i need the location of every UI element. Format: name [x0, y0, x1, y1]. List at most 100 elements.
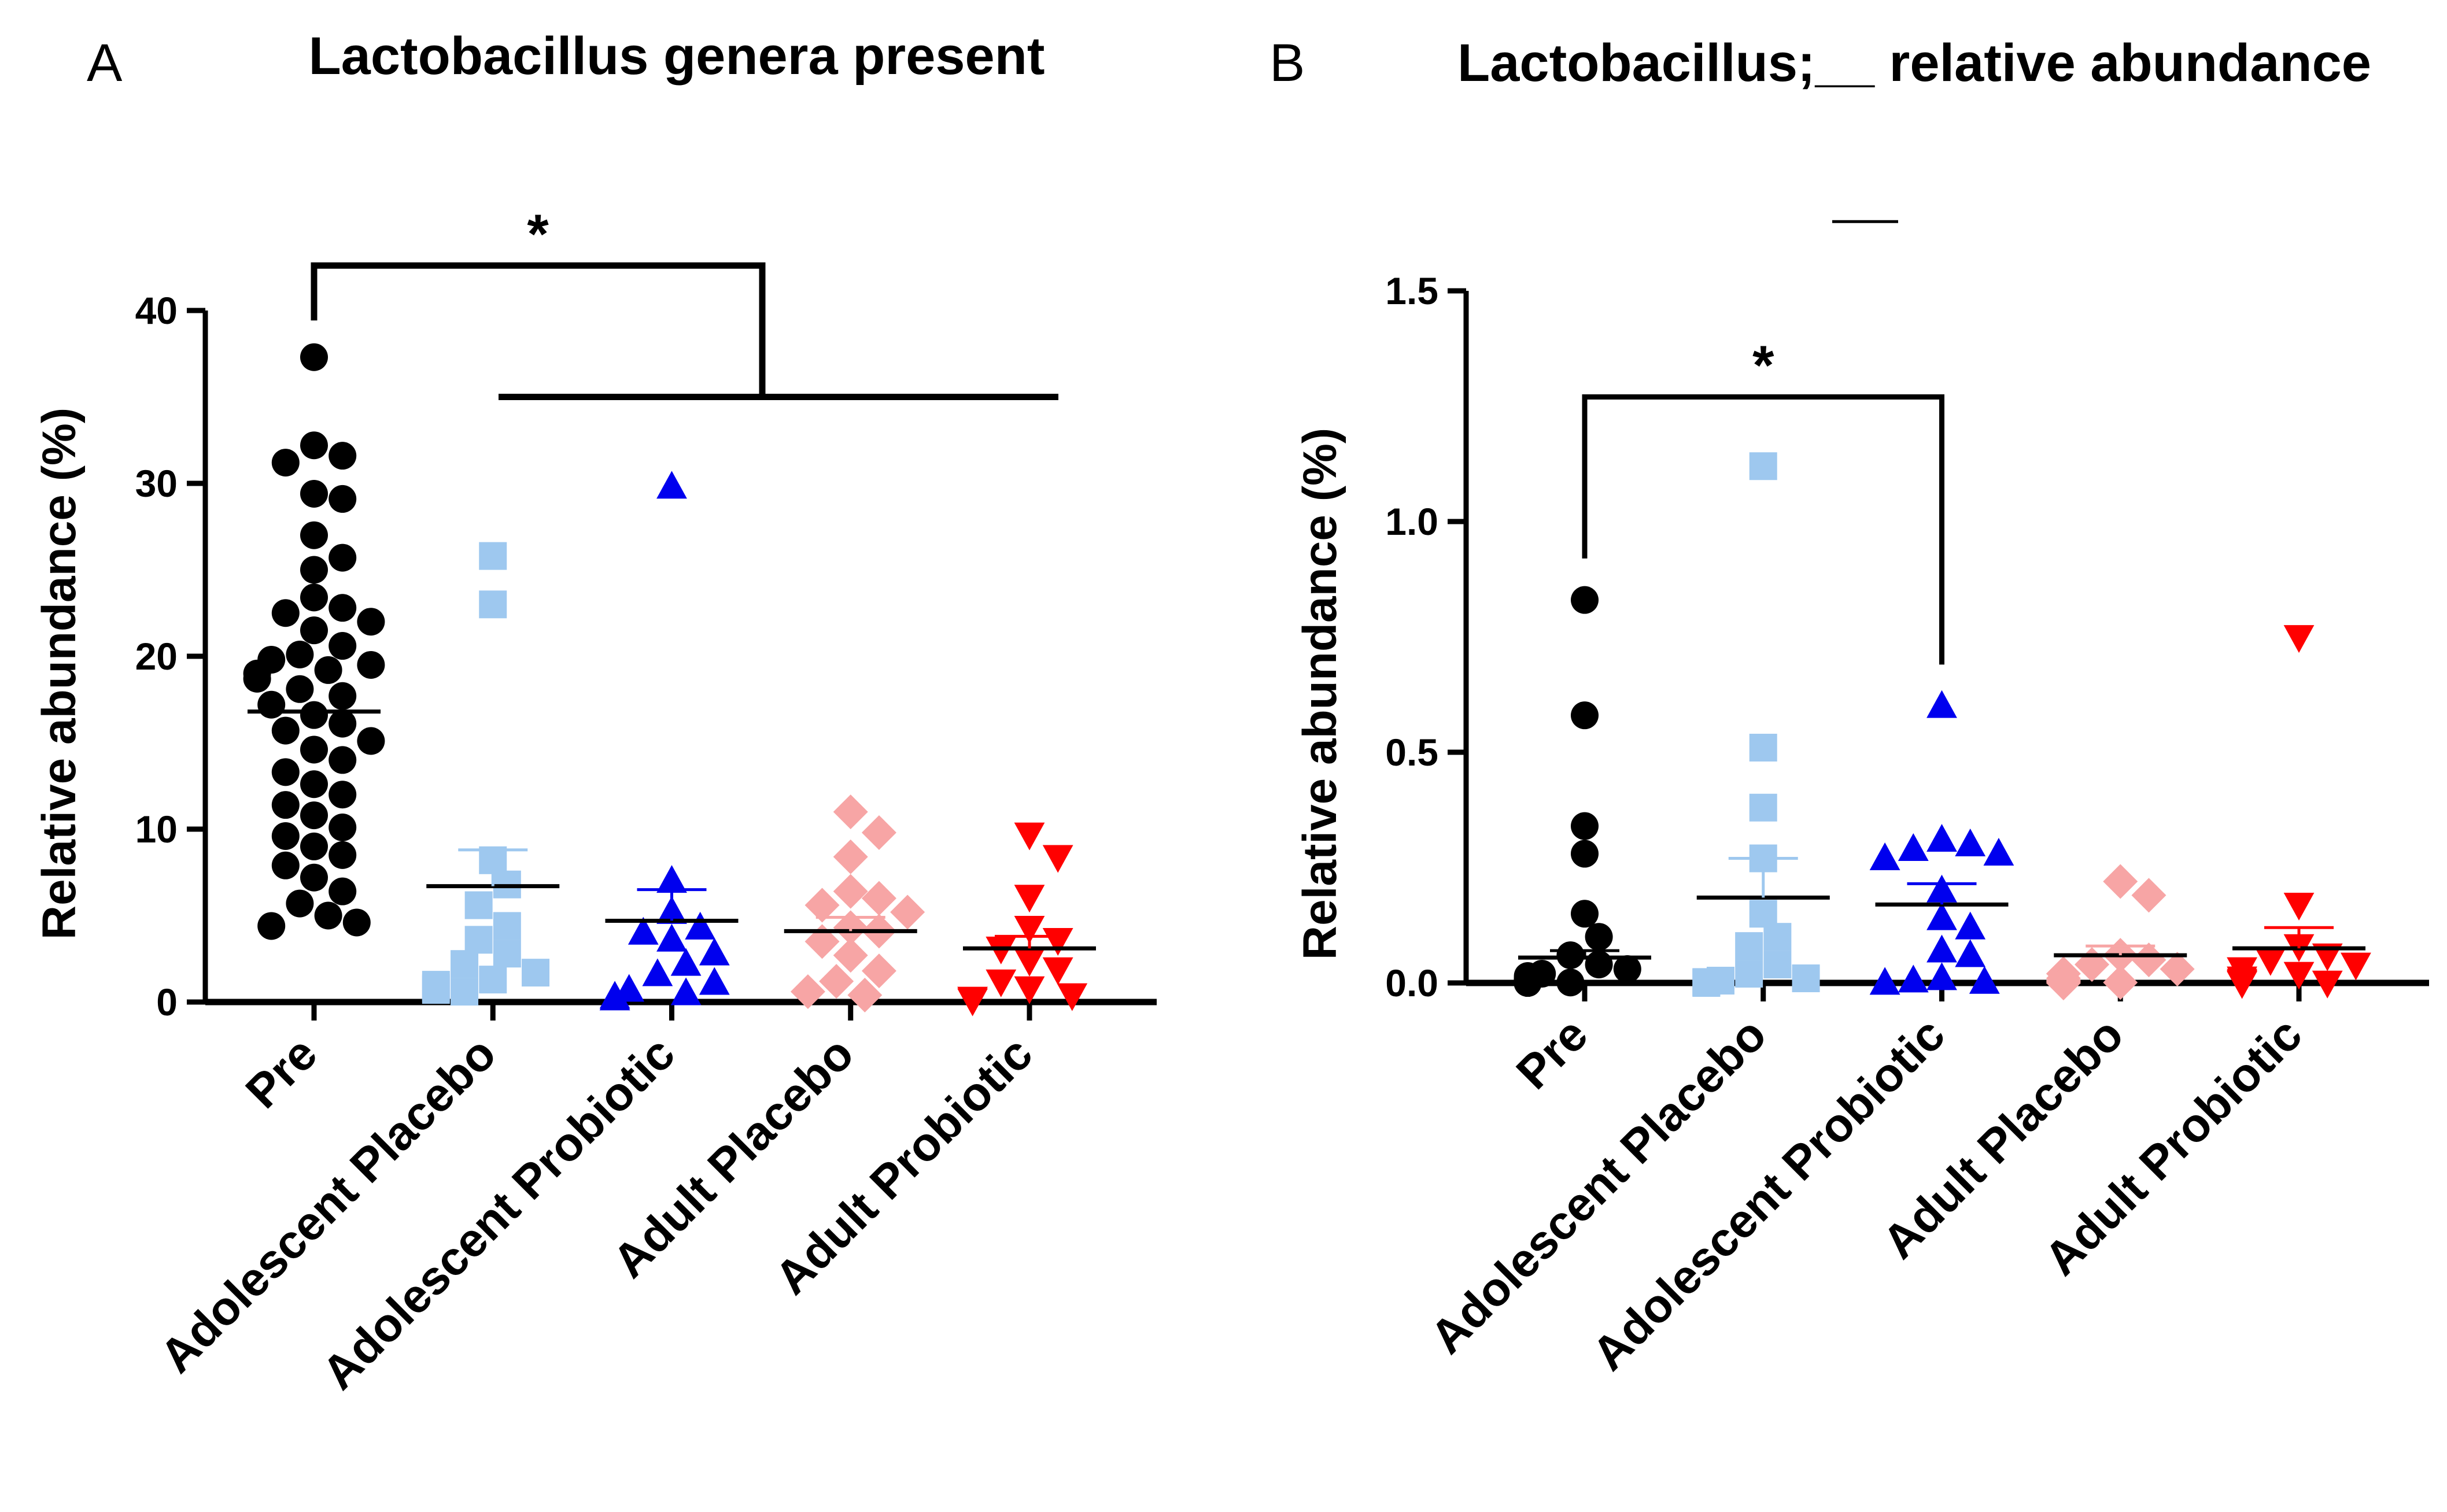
- data-point: [1556, 941, 1585, 970]
- panel-b: B Lactobacillus;__ relative abundance Re…: [1269, 34, 2429, 1381]
- data-point: [451, 978, 479, 1006]
- data-point: [493, 940, 521, 968]
- data-point: [1926, 902, 1957, 930]
- data-point: [257, 912, 286, 940]
- data-point: [986, 936, 1017, 964]
- data-point: [271, 851, 300, 879]
- y-tick-label: 0: [156, 981, 178, 1023]
- data-point: [1014, 885, 1045, 913]
- data-point: [1749, 793, 1777, 822]
- data-point: [479, 590, 507, 619]
- data-point: [464, 891, 493, 919]
- data-point: [1014, 976, 1045, 1004]
- data-point: [314, 656, 342, 684]
- data-point: [833, 839, 868, 874]
- data-point: [357, 727, 385, 755]
- data-point: [2283, 962, 2315, 990]
- data-point: [1571, 586, 1599, 614]
- data-point: [479, 542, 507, 570]
- data-point: [422, 976, 450, 1004]
- data-point: [861, 881, 896, 916]
- data-point: [1014, 948, 1045, 977]
- panel-b-y-axis-label: Relative abundance (%): [1294, 428, 1346, 960]
- data-point: [271, 758, 300, 786]
- y-tick-label: 0.0: [1385, 962, 1438, 1004]
- data-point: [1571, 900, 1599, 928]
- data-point: [1057, 983, 1088, 1011]
- data-point: [1585, 951, 1613, 979]
- data-point: [986, 969, 1017, 997]
- panel-b-letter: B: [1269, 34, 1305, 93]
- data-point: [2103, 965, 2138, 1000]
- data-point: [329, 781, 357, 809]
- data-point: [1969, 966, 2000, 994]
- data-point: [257, 690, 286, 719]
- data-point: [847, 978, 883, 1013]
- y-tick-label: 1.0: [1385, 500, 1438, 543]
- data-point: [670, 977, 702, 1005]
- data-point: [1571, 812, 1599, 840]
- data-point: [1926, 934, 1957, 963]
- significance-bracket: [1582, 394, 1944, 665]
- data-point: [833, 874, 868, 909]
- data-point: [357, 650, 385, 679]
- data-point: [1955, 939, 1986, 967]
- data-point: [833, 794, 868, 830]
- data-point: [300, 479, 328, 508]
- data-point: [1042, 927, 1073, 956]
- panel-a-title: Lactobacillus genera present: [308, 27, 1045, 86]
- data-point: [656, 471, 687, 499]
- data-point: [1735, 932, 1763, 960]
- data-point: [329, 877, 357, 905]
- data-point: [890, 894, 925, 930]
- data-point: [2160, 952, 2195, 987]
- data-point: [271, 716, 300, 745]
- data-point: [329, 442, 357, 470]
- data-point: [1014, 916, 1045, 944]
- data-point: [819, 964, 854, 999]
- data-point: [329, 632, 357, 660]
- data-point: [300, 583, 328, 612]
- series-adolescent-probiotic: [1869, 690, 2014, 995]
- data-point: [804, 888, 840, 923]
- data-point: [479, 966, 507, 994]
- data-point: [451, 950, 479, 978]
- category-label-adolescent-placebo: Adolescent Placebo: [1420, 1008, 1776, 1363]
- panel-a-letter: A: [87, 34, 123, 93]
- data-point: [2046, 966, 2081, 1000]
- data-point: [342, 908, 371, 937]
- data-point: [2103, 864, 2138, 899]
- data-point: [300, 431, 328, 460]
- data-point: [656, 865, 687, 893]
- data-point: [300, 701, 328, 729]
- data-point: [286, 889, 314, 918]
- data-point: [329, 682, 357, 710]
- y-tick-label: 40: [135, 289, 178, 332]
- significance-bracket: [311, 262, 766, 397]
- data-point: [1556, 968, 1585, 997]
- data-point: [329, 544, 357, 572]
- series-pre: [243, 343, 385, 940]
- y-tick-label: 10: [135, 808, 178, 851]
- data-point: [1926, 690, 1957, 718]
- data-point: [861, 815, 896, 850]
- data-point: [1571, 701, 1599, 730]
- data-point: [1014, 822, 1045, 851]
- significance-star: *: [527, 203, 549, 265]
- data-point: [670, 948, 702, 976]
- y-tick-label: 1.5: [1385, 269, 1438, 312]
- data-point: [1613, 955, 1641, 984]
- data-point: [1749, 734, 1777, 762]
- y-tick-label: 0.5: [1385, 731, 1438, 774]
- data-point: [1042, 845, 1073, 873]
- data-point: [1585, 923, 1613, 951]
- data-point: [493, 912, 521, 940]
- data-point: [329, 485, 357, 513]
- category-label-adolescent-placebo: Adolescent Placebo: [150, 1027, 506, 1382]
- data-point: [1792, 964, 1820, 993]
- series-adult-placebo: [784, 794, 925, 1013]
- data-point: [329, 814, 357, 842]
- category-label-pre: Pre: [1507, 1008, 1598, 1099]
- category-label-adolescent-probiotic: Adolescent Probiotic: [1582, 1008, 1955, 1380]
